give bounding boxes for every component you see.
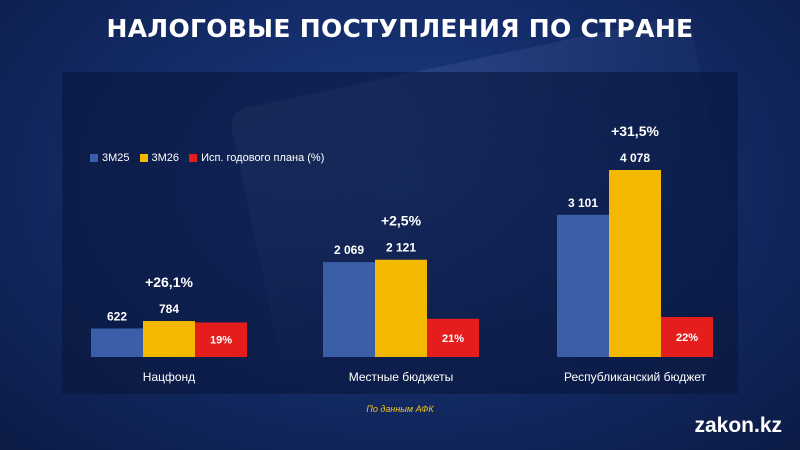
data-source-note: По данным АФК [366,404,434,414]
legend-swatch-plan [189,154,198,162]
data-label-3m25-local-budgets: 2 069 [334,243,364,257]
page-title: НАЛОГОВЫЕ ПОСТУПЛЕНИЯ ПО СТРАНЕ [106,14,694,43]
data-label-3m26-natsfond: 784 [159,302,179,316]
bar-3m26-local-budgets [375,259,427,357]
data-label-3m25-natsfond: 622 [107,309,127,323]
legend-swatch-3m26 [139,154,148,162]
legend-item-3m25: 3М25 [90,152,130,164]
legend-label-3m25: 3М25 [102,152,130,164]
category-label-local-budgets: Местные бюджеты [349,370,454,384]
data-label-3m26-local-budgets: 2 121 [386,241,416,255]
growth-label-natsfond: +26,1% [145,274,193,290]
data-label-plan-local-budgets: 21% [442,333,464,345]
category-label-natsfond: Нацфонд [143,370,195,384]
growth-label-local-budgets: +2,5% [381,213,422,229]
data-label-plan-natsfond: 19% [210,335,232,347]
category-label-republican-budget: Республиканский бюджет [564,370,707,384]
data-label-plan-republican-budget: 22% [676,332,698,344]
data-label-3m25-republican-budget: 3 101 [568,196,598,210]
chart-legend: 3М25 3М26 Исп. годового плана (%) [90,152,324,164]
bar-3m26-republican-budget [609,170,661,357]
bar-3m25-republican-budget [557,214,609,357]
bar-plan-natsfond [195,322,247,357]
bar-3m25-local-budgets [323,262,375,357]
bar-plan-republican-budget [661,317,713,357]
legend-item-plan: Исп. годового плана (%) [189,152,324,164]
growth-label-republican-budget: +31,5% [611,123,659,139]
legend-item-3m26: 3М26 [139,152,180,164]
bar-plan-local-budgets [427,318,479,357]
bar-3m25-natsfond [91,328,143,357]
bar-3m26-natsfond [143,321,195,357]
legend-label-3m26: 3М26 [151,152,180,164]
legend-swatch-3m25 [90,154,98,162]
data-label-3m26-republican-budget: 4 078 [620,151,650,165]
legend-label-plan: Исп. годового плана (%) [201,152,325,164]
brand-logo: zakon.kz [694,414,782,437]
